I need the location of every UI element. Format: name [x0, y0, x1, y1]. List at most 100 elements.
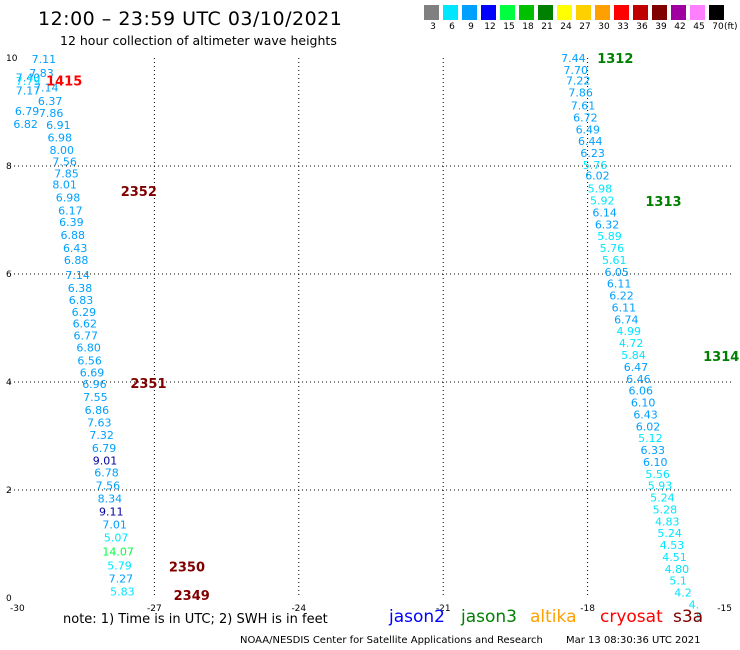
wave-height-value: 4.80: [665, 563, 690, 576]
wave-height-value: 8.01: [52, 178, 76, 191]
legend-altika: altika: [530, 607, 577, 627]
wave-height-value: 6.10: [643, 456, 668, 469]
color-swatch: [690, 5, 705, 20]
wave-height-value: 5.89: [597, 230, 622, 243]
color-swatch: [462, 5, 477, 20]
color-scale-label: 3: [430, 22, 436, 32]
wave-height-value: 6.49: [576, 123, 601, 136]
color-swatch: [443, 5, 458, 20]
color-swatch: [652, 5, 667, 20]
lat-tick-label: 4: [6, 378, 12, 388]
wave-height-value: 7.86: [568, 87, 593, 100]
wave-height-value: 7.22: [566, 75, 591, 88]
wave-height-value: 5.61: [602, 254, 627, 267]
wave-height-value: 5.07: [104, 532, 129, 545]
wave-height-value: 5.93: [648, 480, 673, 493]
wave-height-value: 6.23: [580, 147, 605, 160]
wave-height-value: 6.37: [38, 95, 63, 108]
color-swatch: [424, 5, 439, 20]
pass-time-label: 1312: [597, 52, 633, 67]
color-scale-label: 15: [503, 22, 515, 32]
wave-height-value: 5: [696, 610, 703, 623]
wave-height-value: 6.32: [595, 218, 620, 231]
wave-height-value: 6.98: [48, 131, 73, 144]
color-swatch: [709, 5, 724, 20]
wave-height-value: 6.79: [92, 442, 117, 455]
wave-height-value: 6.78: [94, 467, 119, 480]
wave-height-value: 6.83: [69, 294, 94, 307]
color-scale-label: 12: [484, 22, 496, 32]
lat-tick-label: 0: [6, 594, 12, 604]
pass-time-label: 1313: [645, 195, 681, 210]
lat-tick-label: 8: [6, 162, 12, 172]
wave-height-value: 7.56: [52, 156, 76, 169]
wave-height-value: 7.55: [83, 391, 108, 404]
color-scale-label: 33: [617, 22, 629, 32]
lon-tick-label: -30: [10, 604, 25, 614]
credit-line: NOAA/NESDIS Center for Satellite Applica…: [240, 635, 543, 646]
color-scale-label: 18: [522, 22, 534, 32]
color-scale-label: 9: [468, 22, 474, 32]
footnote: note: 1) Time is in UTC; 2) SWH is in fe…: [63, 612, 328, 627]
wave-height-value: 4.51: [662, 551, 687, 564]
legend-s3a: s3a: [673, 607, 704, 627]
wave-height-value: 14.07: [102, 546, 134, 559]
wave-height-value: 7.86: [39, 107, 64, 120]
wave-height-value: 6.43: [633, 408, 658, 421]
pass-time-label: 2350: [169, 561, 205, 576]
color-swatch: [519, 5, 534, 20]
color-scale-label: 45: [693, 22, 705, 32]
wave-height-value: 7.27: [109, 573, 134, 586]
color-scale-label: 36: [636, 22, 648, 32]
color-scale-label: 6: [449, 22, 455, 32]
color-swatch: [633, 5, 648, 20]
page-title: 12:00 – 23:59 UTC 03/10/2021: [38, 8, 343, 30]
legend-jason3: jason3: [461, 607, 517, 627]
pass-time-label: 2351: [130, 377, 166, 392]
legend-jason2: jason2: [389, 607, 445, 627]
wave-height-value: 4.72: [619, 337, 644, 350]
wave-height-value: 4.53: [660, 539, 685, 552]
wave-height-value: 7.70: [564, 64, 589, 77]
wave-height-value: 5.79: [107, 560, 132, 573]
wave-height-value: 6.91: [46, 119, 71, 132]
wave-height-value: 5.28: [653, 503, 678, 516]
pass-time-label: 2349: [174, 589, 210, 604]
wave-height-value: 6.11: [607, 278, 632, 291]
wave-height-value: 5.98: [588, 183, 613, 196]
wave-height-value: 7.40: [16, 71, 41, 84]
page-subtitle: 12 hour collection of altimeter wave hei…: [60, 33, 337, 48]
wave-height-value: 9.11: [99, 506, 124, 519]
wave-height-value: 5.84: [621, 349, 646, 362]
color-scale-label: 21: [541, 22, 553, 32]
pass-time-label: 2352: [121, 185, 157, 200]
wave-height-value: 8.00: [49, 144, 73, 157]
wave-height-value: 6.74: [614, 313, 639, 326]
color-scale-label: 42: [674, 22, 686, 32]
wave-height-value: 5.1: [669, 575, 687, 588]
wave-height-value: 6.44: [578, 135, 603, 148]
wave-height-value: 7.85: [54, 168, 79, 181]
color-swatch: [671, 5, 686, 20]
wave-height-value: 5.76: [583, 159, 608, 172]
map-ticks: -30 -27 -24 -21 -18 -15 0 2 4 6 8 10: [6, 54, 732, 614]
color-swatch: [614, 5, 629, 20]
wave-height-value: 6.33: [641, 444, 666, 457]
wave-height-value: 6.22: [609, 290, 634, 303]
wave-height-value: 6.56: [77, 354, 102, 367]
wave-height-value: 6.96: [82, 378, 107, 391]
wave-height-value: 6.06: [629, 385, 654, 398]
wave-height-value: 7.56: [96, 480, 121, 493]
lat-tick-label: 10: [6, 54, 18, 64]
wave-height-value: 5.24: [650, 492, 675, 505]
wave-height-value: 6.62: [73, 318, 98, 331]
color-swatch: [538, 5, 553, 20]
wave-height-value: 7.63: [87, 417, 112, 430]
lat-tick-label: 2: [6, 486, 12, 496]
wave-height-value: 6.17: [58, 204, 82, 217]
wave-height-value: 6.86: [85, 404, 110, 417]
wave-height-value: 6.38: [68, 282, 93, 295]
wave-height-value: 7.11: [32, 53, 57, 66]
wave-height-value: 6.46: [626, 373, 651, 386]
